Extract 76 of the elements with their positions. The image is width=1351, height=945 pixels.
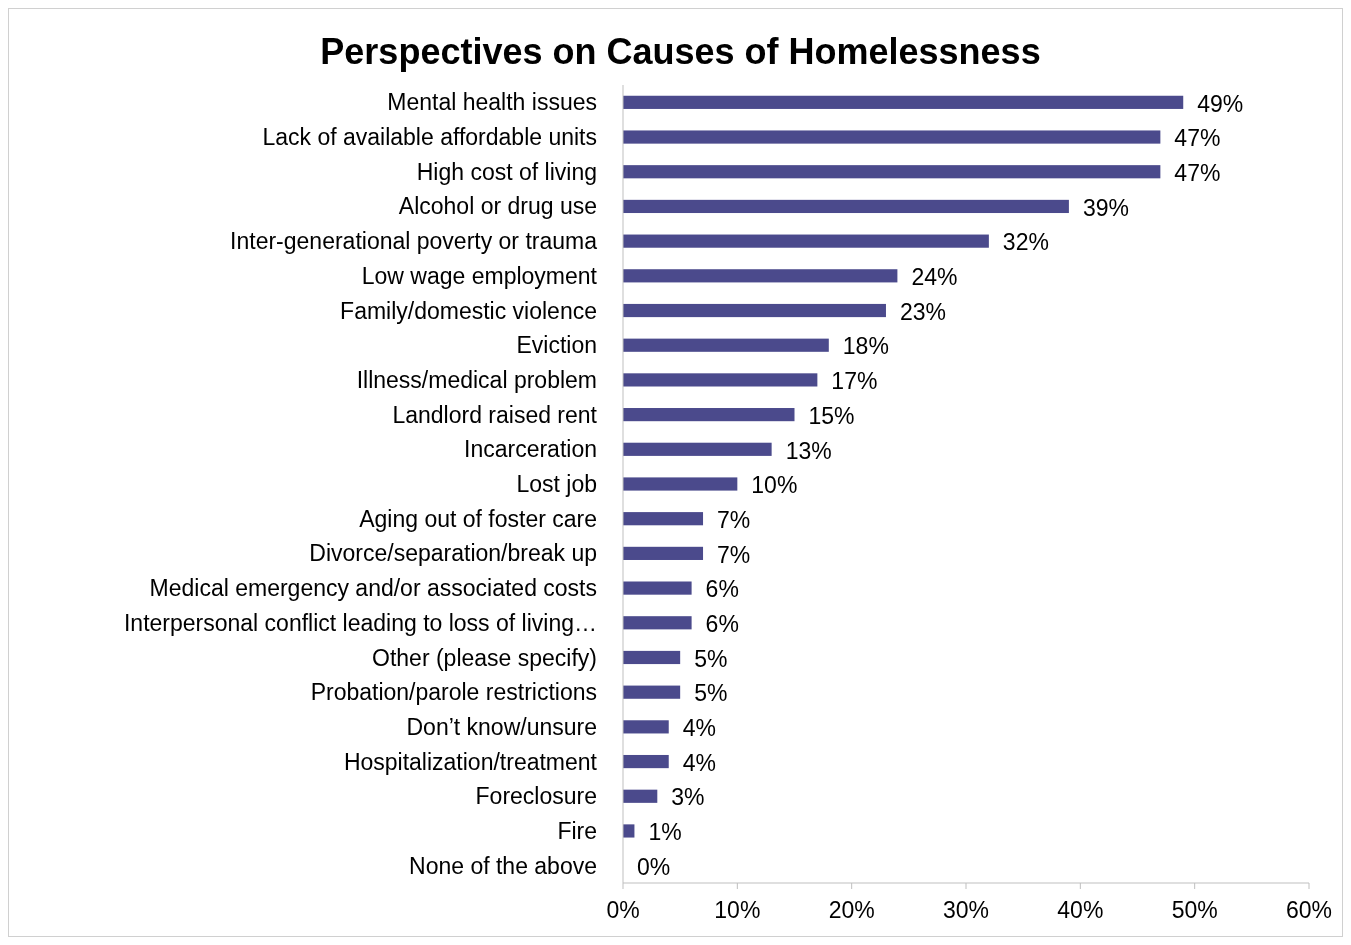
y-tick-label: Inter-generational poverty or trauma bbox=[230, 228, 598, 255]
data-label: 39% bbox=[1082, 194, 1129, 221]
y-tick-label: Lack of available affordable units bbox=[262, 124, 597, 151]
bar bbox=[623, 754, 669, 769]
data-label: 7% bbox=[717, 506, 751, 533]
chart-title: Perspectives on Causes of Homelessness bbox=[320, 31, 1041, 72]
bar bbox=[623, 477, 738, 491]
data-label: 1% bbox=[648, 819, 682, 846]
bar bbox=[623, 373, 818, 387]
data-label: 6% bbox=[705, 576, 739, 603]
x-tick-label: 0% bbox=[606, 897, 640, 923]
bar bbox=[623, 95, 1184, 109]
bar bbox=[623, 720, 669, 734]
bar bbox=[623, 234, 989, 248]
x-tick-label: 40% bbox=[1057, 897, 1104, 923]
y-tick-label: Low wage employment bbox=[361, 262, 598, 289]
data-label: 24% bbox=[911, 264, 958, 291]
data-label: 47% bbox=[1174, 125, 1221, 152]
y-tick-label: Fire bbox=[557, 818, 597, 845]
y-tick-label: Illness/medical problem bbox=[356, 366, 597, 393]
bar bbox=[623, 512, 704, 526]
y-tick-label: Alcohol or drug use bbox=[398, 193, 597, 220]
data-label: 17% bbox=[831, 368, 878, 395]
bar bbox=[623, 685, 681, 699]
y-tick-label: Other (please specify) bbox=[372, 644, 597, 671]
bar bbox=[623, 269, 898, 283]
bar bbox=[623, 165, 1161, 179]
x-tick-label: 30% bbox=[942, 897, 990, 923]
data-label: 4% bbox=[682, 715, 716, 742]
x-tick-label: 60% bbox=[1285, 897, 1333, 923]
data-label: 0% bbox=[637, 853, 671, 880]
y-tick-label: Lost job bbox=[516, 471, 597, 498]
y-tick-label: Medical emergency and/or associated costs bbox=[149, 575, 597, 602]
y-tick-label: Incarceration bbox=[464, 436, 597, 463]
data-label: 49% bbox=[1197, 90, 1244, 117]
y-tick-label: Hospitalization/treatment bbox=[343, 748, 598, 775]
y-tick-label: Landlord raised rent bbox=[392, 401, 598, 428]
data-label: 32% bbox=[1002, 229, 1049, 256]
data-label: 10% bbox=[751, 472, 798, 499]
data-label: 47% bbox=[1174, 159, 1221, 186]
bar bbox=[623, 824, 635, 838]
bar bbox=[623, 408, 795, 422]
data-label: 7% bbox=[717, 541, 751, 568]
y-tick-label: Interpersonal conflict leading to loss of living… bbox=[123, 609, 597, 636]
data-label: 15% bbox=[808, 402, 855, 429]
y-tick-label: Probation/parole restrictions bbox=[310, 679, 597, 706]
y-tick-label: Mental health issues bbox=[387, 89, 597, 116]
bar bbox=[623, 789, 658, 803]
data-label: 18% bbox=[842, 333, 889, 360]
bar bbox=[623, 199, 1069, 214]
y-tick-label: Foreclosure bbox=[475, 783, 597, 810]
bar bbox=[623, 130, 1161, 144]
y-tick-label: Eviction bbox=[516, 332, 597, 359]
data-label: 5% bbox=[694, 680, 728, 707]
x-tick-label: 10% bbox=[714, 897, 761, 923]
y-tick-label: Divorce/separation/break up bbox=[309, 540, 597, 567]
y-tick-label: High cost of living bbox=[416, 158, 597, 185]
data-label: 23% bbox=[899, 298, 947, 325]
data-label: 3% bbox=[671, 784, 705, 811]
data-label: 4% bbox=[682, 749, 716, 776]
data-label: 6% bbox=[705, 610, 739, 637]
data-label: 13% bbox=[785, 437, 832, 464]
bar bbox=[623, 338, 829, 352]
y-tick-label: Aging out of foster care bbox=[359, 505, 597, 532]
x-tick-label: 50% bbox=[1171, 897, 1218, 923]
bar bbox=[623, 442, 772, 456]
bar bbox=[623, 546, 704, 560]
y-tick-label: Don’t know/unsure bbox=[406, 713, 597, 740]
data-label: 5% bbox=[694, 645, 728, 672]
bar bbox=[623, 581, 692, 595]
bar bbox=[623, 650, 681, 665]
x-tick-label: 20% bbox=[828, 897, 875, 923]
y-tick-label: Family/domestic violence bbox=[340, 297, 597, 324]
bar bbox=[623, 303, 886, 318]
bar bbox=[623, 616, 692, 630]
y-tick-label: None of the above bbox=[409, 852, 597, 879]
